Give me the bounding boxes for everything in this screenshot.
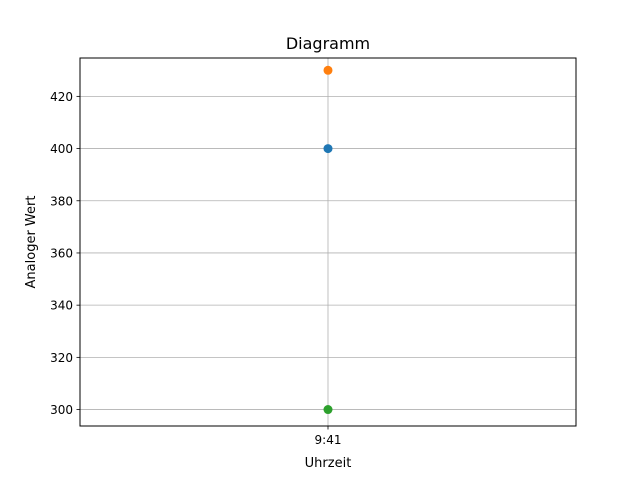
- y-tick-label: 320: [50, 351, 73, 365]
- x-tick-label: 9:41: [315, 433, 342, 447]
- point-layer: [323, 65, 333, 415]
- y-tick-label: 300: [50, 403, 73, 417]
- y-tick-label: 400: [50, 142, 73, 156]
- y-tick-label: 380: [50, 194, 73, 208]
- y-axis-label: Analoger Wert: [24, 196, 39, 289]
- data-point-series-1: [323, 144, 333, 154]
- y-tick-label: 420: [50, 90, 73, 104]
- chart-title: Diagramm: [286, 34, 370, 53]
- data-point-series-3: [323, 405, 333, 415]
- data-point-series-2: [323, 65, 333, 75]
- y-tick-label: 360: [50, 246, 73, 260]
- y-tick-label: 340: [50, 299, 73, 313]
- tick-layer: 300 320 340 360 380 400 420 9:41: [50, 90, 341, 447]
- x-axis-label: Uhrzeit: [305, 456, 352, 471]
- grid-layer: [80, 58, 576, 426]
